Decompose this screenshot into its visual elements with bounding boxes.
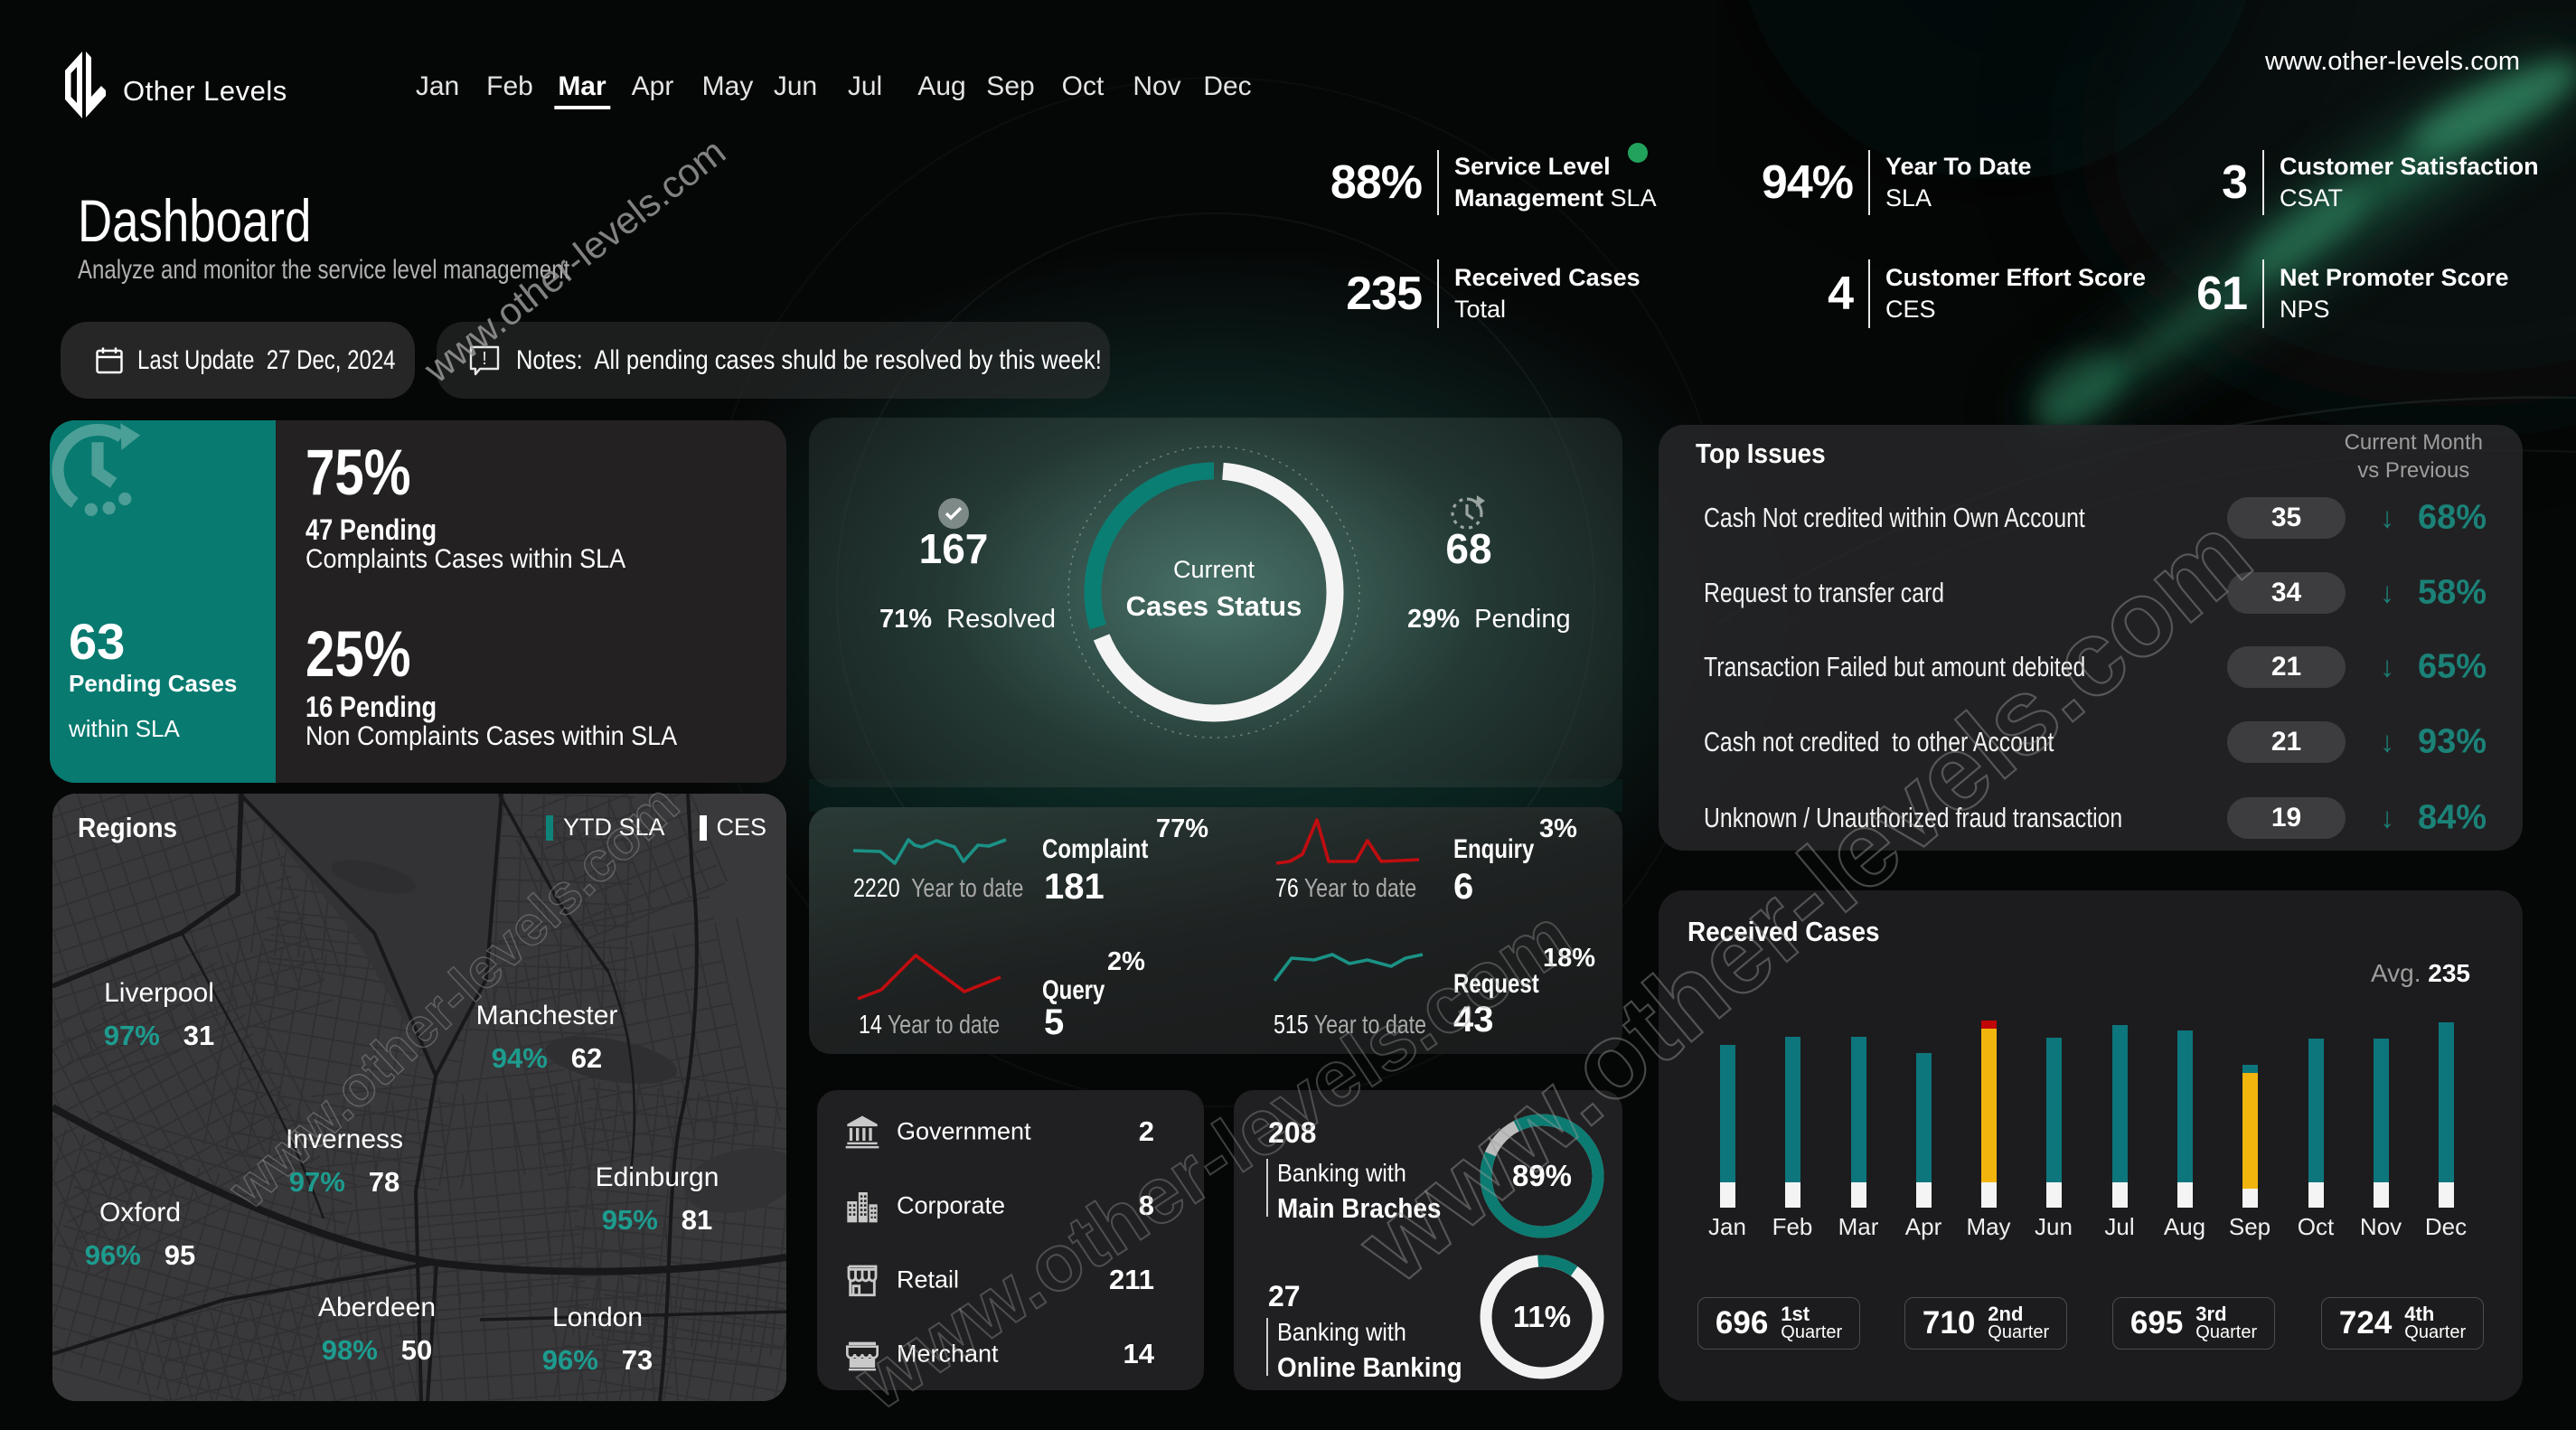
svg-text:!: ! (482, 349, 487, 369)
